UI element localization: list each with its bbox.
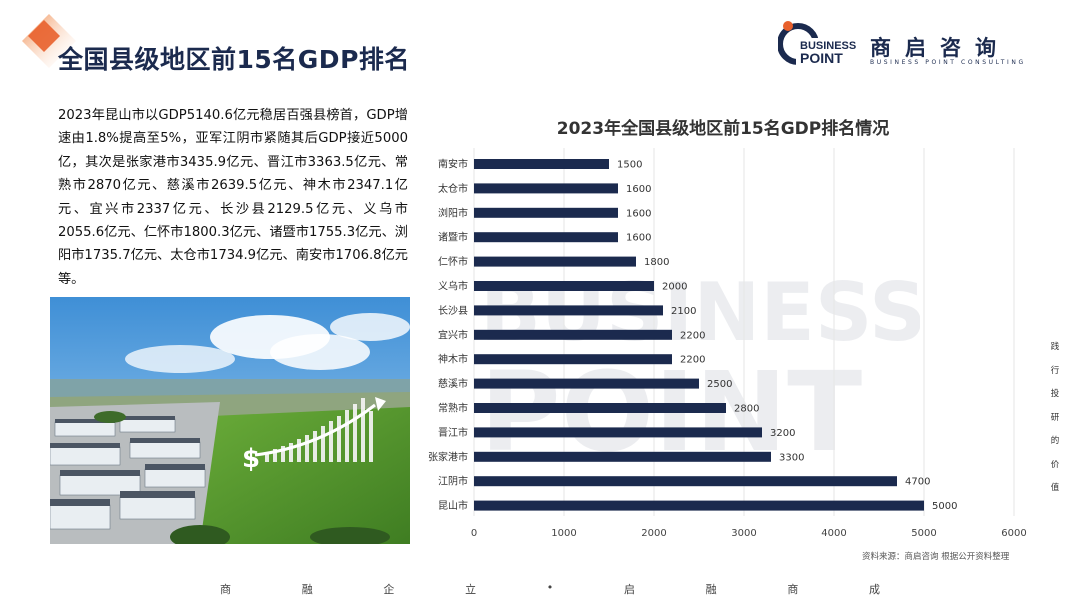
- bar: [474, 354, 672, 365]
- bar: [474, 403, 726, 413]
- category-label: 常熟市: [438, 402, 468, 415]
- category-label: 晋江市: [438, 426, 468, 439]
- bar: [474, 329, 672, 340]
- category-label: 张家港市: [428, 450, 468, 463]
- x-tick-label: 3000: [731, 528, 756, 539]
- footer-char: 成: [869, 583, 880, 596]
- value-label: 3300: [779, 452, 804, 463]
- value-label: 2100: [671, 306, 696, 317]
- logo-mark-icon: BUSINESS POINT: [778, 21, 868, 66]
- bar: [474, 232, 618, 243]
- value-label: 3200: [770, 428, 795, 439]
- side-char: 值: [1050, 483, 1060, 493]
- value-label: 2200: [680, 355, 705, 366]
- side-char: 投: [1050, 389, 1060, 399]
- bar: [474, 183, 618, 194]
- value-label: 1800: [644, 257, 669, 268]
- logo-chinese-name: 商启咨询: [870, 36, 1010, 60]
- logo-english-name: BUSINESS POINT CONSULTING: [870, 59, 1026, 66]
- x-tick-label: 1000: [551, 528, 576, 539]
- value-label: 2800: [734, 404, 759, 415]
- footer-char: 融: [705, 583, 717, 596]
- category-label: 仁怀市: [438, 255, 468, 268]
- footer-char: 启: [623, 583, 635, 596]
- category-label: 义乌市: [438, 280, 468, 293]
- value-label: 1600: [626, 208, 651, 219]
- category-label: 江阴市: [438, 475, 468, 488]
- corner-decoration: [22, 14, 76, 68]
- footer-slogan: 商 融 企 立 • 启 融 商 成: [220, 581, 880, 597]
- side-char: 践: [1050, 342, 1060, 352]
- logo-mark-line1: BUSINESS: [800, 40, 856, 52]
- bar: [474, 207, 618, 218]
- bar: [474, 256, 636, 267]
- footer-char: 商: [220, 583, 231, 596]
- bar: [474, 281, 654, 291]
- side-char: 行: [1050, 365, 1060, 376]
- source-note: 资料来源：商启咨询 根据公开资料整理: [862, 552, 1010, 562]
- value-label: 2000: [662, 282, 687, 293]
- dollar-sign-icon: $: [242, 444, 260, 474]
- summary-paragraph: 2023年昆山市以GDP5140.6亿元稳居百强县榜首，GDP增速由1.8%提高…: [58, 108, 408, 287]
- x-tick-label: 5000: [911, 528, 936, 539]
- bar: [474, 451, 771, 462]
- x-tick-label: 0: [471, 528, 477, 539]
- gdp-bar-chart: 0 1000 2000 3000 4000 5000 6000 南安市 1500 太仓市 1600 浏…: [428, 148, 1027, 539]
- category-label: 浏阳市: [438, 206, 468, 219]
- bar: [474, 305, 663, 316]
- footer-char: 融: [301, 583, 313, 596]
- side-slogan: 践 行 投 研 的 价 值: [1048, 336, 1062, 501]
- bar: [474, 159, 609, 169]
- footer-char: 立: [465, 583, 477, 596]
- logo-mark-line2: POINT: [800, 50, 843, 66]
- chart-title: 2023年全国县级地区前15名GDP排名情况: [556, 119, 890, 139]
- value-label: 4700: [905, 477, 930, 488]
- side-char: 研: [1050, 412, 1060, 423]
- bar: [474, 427, 762, 438]
- x-tick-label: 2000: [641, 528, 666, 539]
- x-tick-label: 4000: [821, 528, 846, 539]
- category-label: 神木市: [438, 353, 468, 366]
- side-char: 的: [1050, 436, 1060, 446]
- x-tick-label: 6000: [1001, 528, 1026, 539]
- bar: [474, 378, 699, 389]
- value-label: 1600: [626, 184, 651, 195]
- value-label: 2500: [707, 379, 732, 390]
- footer-char: 商: [787, 583, 799, 596]
- company-logo: BUSINESS POINT 商启咨询 BUSINESS POINT CONSU…: [778, 14, 1060, 70]
- bar: [474, 500, 924, 511]
- category-label: 慈溪市: [438, 377, 468, 390]
- category-label: 南安市: [438, 158, 468, 171]
- category-label: 诸暨市: [438, 231, 468, 244]
- value-label: 5000: [932, 501, 957, 512]
- value-label: 1500: [617, 160, 642, 171]
- value-label: 2200: [680, 330, 705, 341]
- value-label: 1600: [626, 233, 651, 244]
- footer-char: 企: [383, 583, 395, 596]
- side-char: 价: [1050, 459, 1060, 470]
- bar: [474, 476, 897, 487]
- category-label: 宜兴市: [438, 328, 468, 341]
- category-label: 昆山市: [438, 499, 468, 512]
- page-title: 全国县级地区前15名GDP排名: [58, 45, 410, 74]
- footer-char: •: [546, 581, 554, 594]
- category-label: 长沙县: [438, 305, 468, 317]
- county-photo: $: [50, 297, 410, 544]
- category-label: 太仓市: [438, 182, 468, 195]
